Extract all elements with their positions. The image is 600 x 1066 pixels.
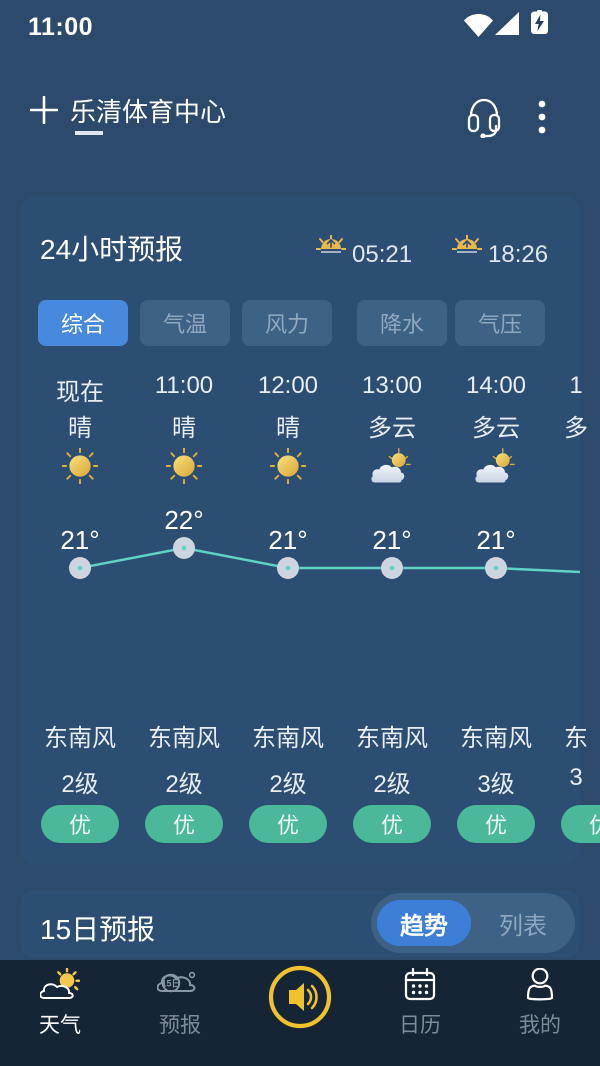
svg-text:15日: 15日 <box>161 979 180 989</box>
